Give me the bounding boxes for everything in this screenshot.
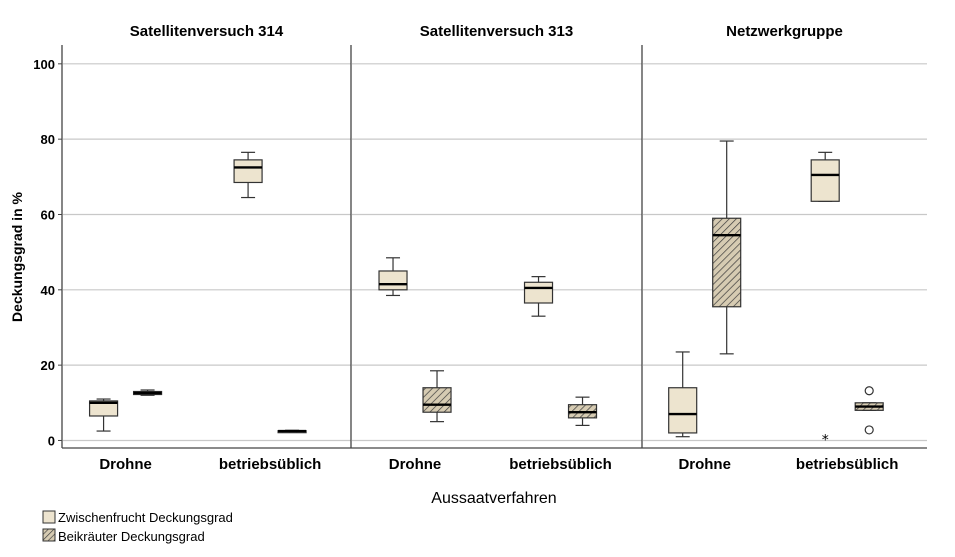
box-zwischenfrucht: [233, 151, 263, 199]
outlier-circle: [864, 386, 874, 396]
panel-title: Satellitenversuch 314: [130, 23, 284, 40]
iqr-box: [523, 281, 554, 304]
legend-swatch-zwischenfrucht: [42, 510, 56, 524]
legend-label-zwischenfrucht: Zwischenfrucht Deckungsgrad: [58, 510, 233, 525]
category-label: betriebsüblich: [509, 456, 612, 473]
box-zwischenfrucht: [378, 257, 408, 297]
y-tick-label: 100: [33, 57, 55, 72]
panels: Satellitenversuch 314 Drohne betriebsüblic…: [61, 23, 927, 473]
y-axis-title: Deckungsgrad in %: [9, 191, 25, 321]
legend-item-zwischenfrucht: Zwischenfrucht Deckungsgrad: [42, 510, 233, 525]
box-beikraeuter: [712, 140, 742, 355]
panel-title: Satellitenversuch 313: [420, 23, 573, 40]
box-zwischenfrucht: [523, 276, 554, 317]
iqr-box: [88, 400, 119, 417]
iqr-box: [378, 270, 408, 291]
legend-label-beikraeuter: Beikräuter Deckungsgrad: [58, 529, 205, 544]
category-label: betriebsüblich: [219, 456, 322, 473]
y-tick-labels: 0 20 40 60 80 100: [33, 57, 62, 448]
category-label: Drohne: [99, 456, 152, 473]
legend-swatch-beikraeuter: [42, 528, 56, 542]
box-beikraeuter: [132, 389, 163, 396]
outlier-star: *: [822, 433, 829, 449]
box-beikraeuter: [422, 370, 452, 423]
legend-item-beikraeuter: Beikräuter Deckungsgrad: [42, 528, 205, 544]
iqr-box: [810, 159, 840, 202]
x-axis-title: Aussaatverfahren: [431, 490, 556, 507]
panel-3: Netzwerkgruppe Drohne betriebsüblich *: [641, 23, 927, 473]
panel-1: Satellitenversuch 314 Drohne betriebsüblic…: [61, 23, 351, 473]
category-label: Drohne: [678, 456, 731, 473]
iqr-box: [422, 387, 452, 413]
y-tick-label: 80: [41, 132, 55, 147]
y-tick-label: 0: [48, 433, 55, 448]
iqr-box: [233, 159, 263, 184]
box-beikraeuter: [277, 429, 307, 434]
box-zwischenfrucht: [810, 151, 840, 202]
category-label: Drohne: [389, 456, 442, 473]
box-zwischenfrucht: [668, 351, 698, 438]
box-zwischenfrucht: [88, 398, 119, 432]
box-beikraeuter: [854, 402, 884, 411]
y-tick-label: 40: [41, 283, 55, 298]
outlier-circle: [864, 425, 874, 435]
panel-title: Netzwerkgruppe: [726, 23, 843, 40]
category-label: betriebsüblich: [796, 456, 899, 473]
panel-2: Satellitenversuch 313 Drohne betriebsüblic…: [350, 23, 642, 473]
iqr-box: [712, 217, 742, 308]
box-beikraeuter: [567, 396, 598, 427]
legend: Zwischenfrucht Deckungsgrad Beikräuter D…: [42, 510, 233, 544]
iqr-box: [668, 387, 698, 434]
y-tick-label: 60: [41, 207, 55, 222]
y-tick-label: 20: [41, 358, 55, 373]
